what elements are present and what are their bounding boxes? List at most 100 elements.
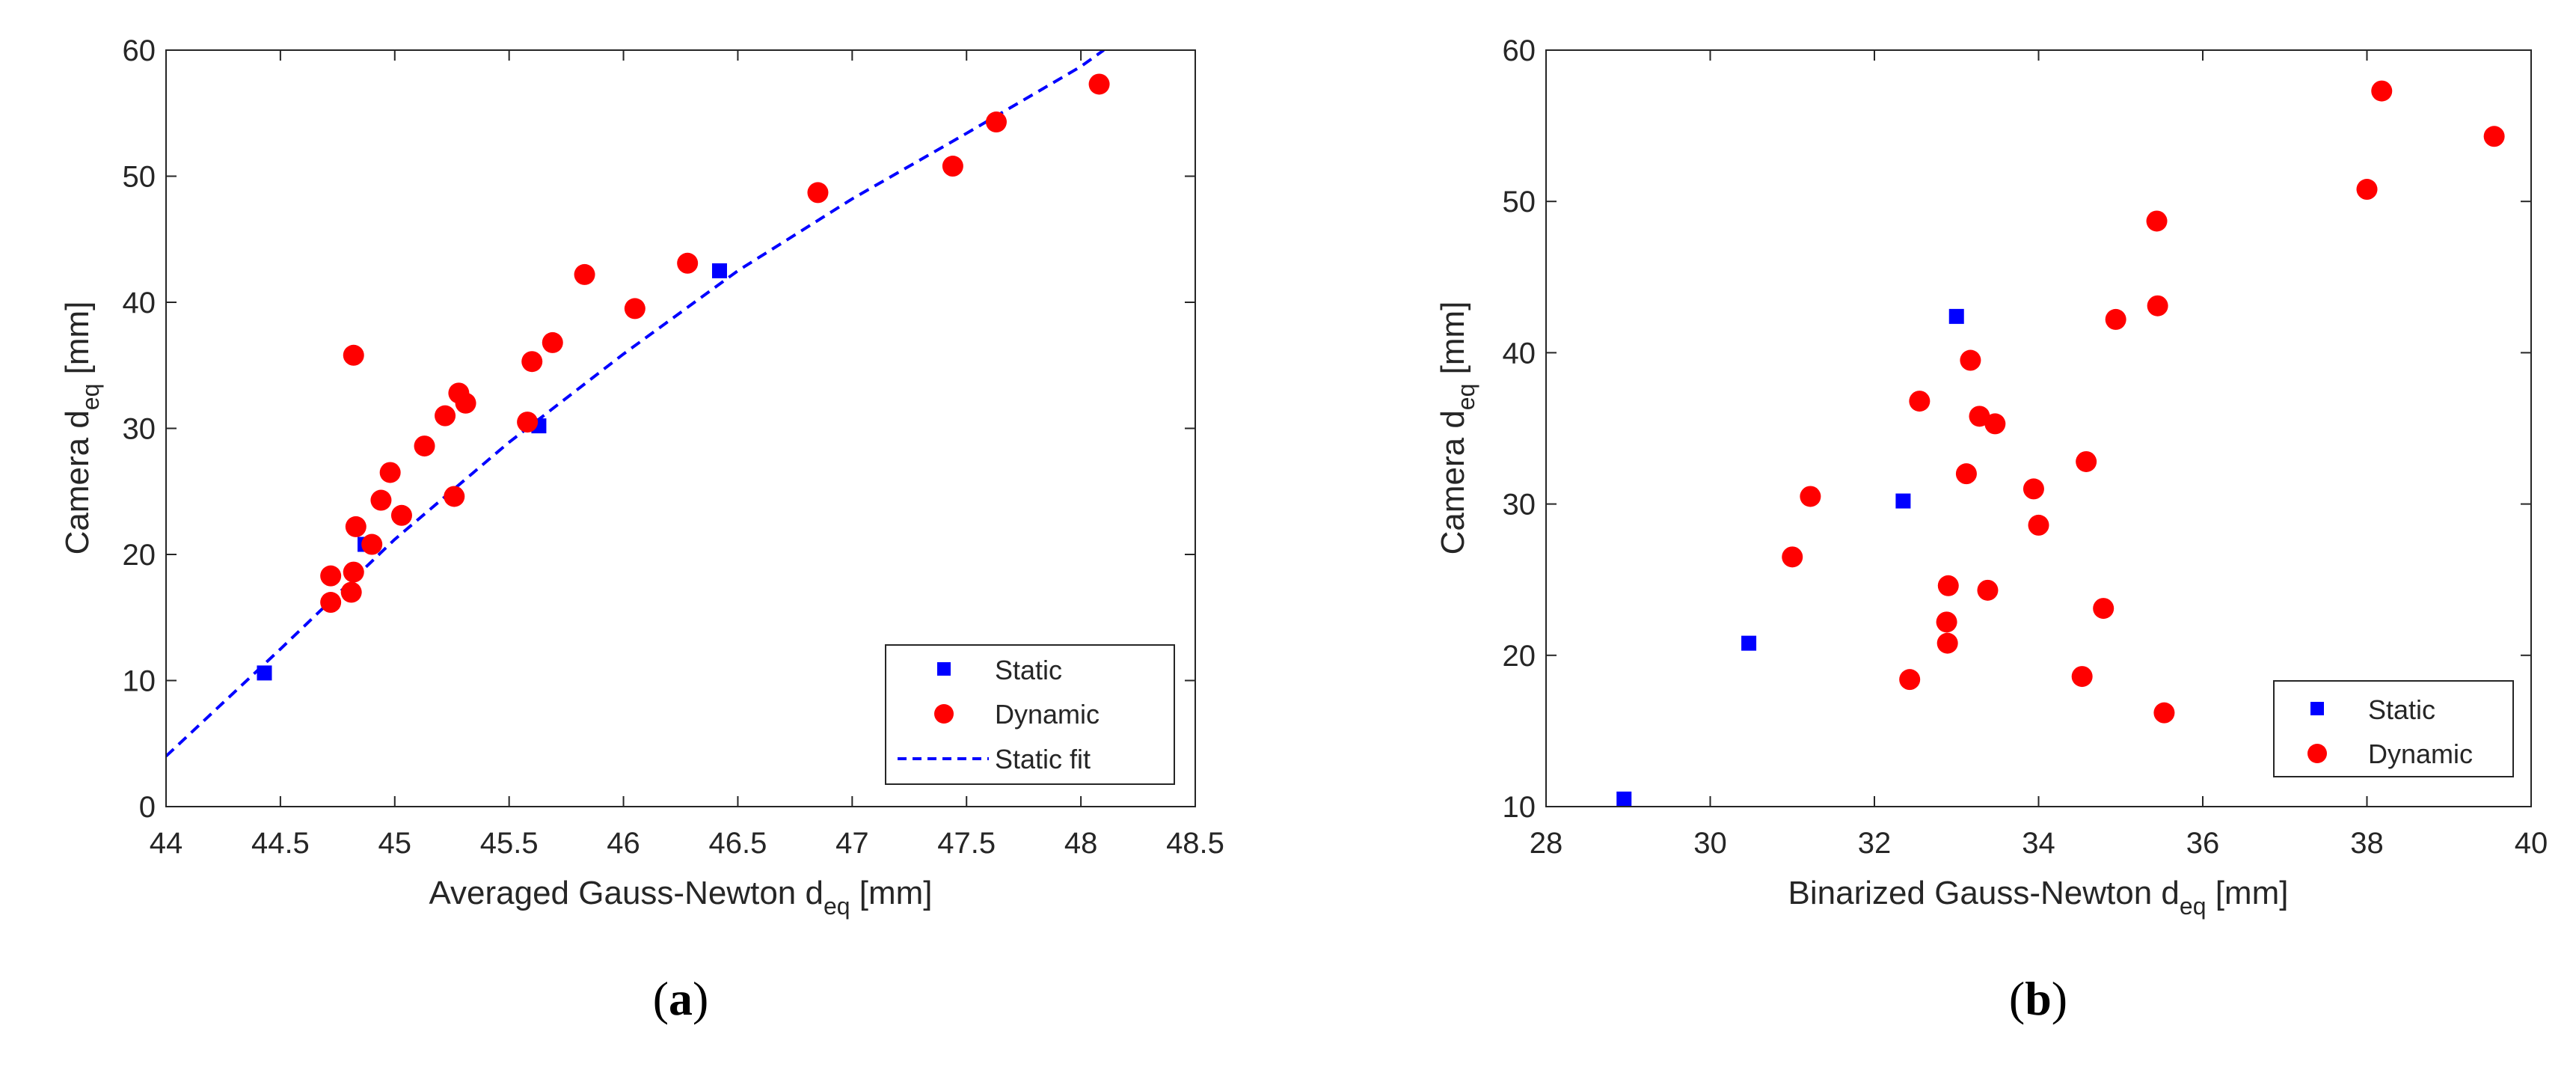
chart-a-y-axis-label: Camera deq [mm] <box>59 302 104 555</box>
chart-b-y-axis-label-sub: eq <box>1453 384 1479 411</box>
chart-a-dynamic-point <box>345 516 367 537</box>
chart-a-y-tick-label: 30 <box>123 413 156 446</box>
chart-b-dynamic-point <box>2483 126 2505 147</box>
chart-a-marks <box>166 50 1110 758</box>
chart-b-dynamic-point <box>1909 391 1931 412</box>
chart-a-dynamic-point <box>320 565 342 587</box>
chart-a-y-tick-label: 20 <box>123 539 156 572</box>
chart-a-dynamic-point <box>340 581 362 603</box>
panel-a-label-letter: a <box>669 972 693 1025</box>
chart-a-x-tick-label: 44.5 <box>251 827 310 860</box>
chart-b-dynamic-point <box>1955 463 1977 485</box>
chart-b-dynamic-point <box>1800 486 1821 507</box>
chart-a-dynamic-point <box>517 412 539 433</box>
chart-b-dynamic-point <box>1960 349 1981 371</box>
chart-b-y-axis-label: Camera deq [mm] <box>1435 302 1479 555</box>
chart-a-dynamic-point <box>574 263 595 285</box>
chart-a-dynamic-point <box>521 351 543 373</box>
chart-a-x-tick-label: 45.5 <box>480 827 539 860</box>
chart-a-static-point <box>257 665 272 681</box>
chart-b-static-point <box>1741 635 1757 651</box>
panel-b-label-open: ( <box>2009 972 2025 1025</box>
chart-a-dynamic-point <box>542 331 563 353</box>
chart-b-x-tick-label: 34 <box>2022 827 2055 860</box>
chart-a-dynamic-point <box>435 405 456 427</box>
chart-b-dynamic-point <box>2105 308 2126 330</box>
chart-panel-a: 44 44.5 45 45.5 46 46.5 47 47.5 48 48.5 0 10 20 30 40 5… <box>59 34 1224 1025</box>
chart-a-dynamic-point <box>677 252 699 274</box>
chart-a-legend-fit-label: Static fit <box>995 744 1091 774</box>
panel-b-label-letter: b <box>2025 972 2052 1025</box>
chart-a-legend-static-marker <box>937 662 951 676</box>
chart-panel-b: 28 30 32 34 36 38 40 10 20 30 40 50 60 Binarized Gau… <box>1435 34 2548 1025</box>
chart-b-dynamic-point <box>1984 413 2006 435</box>
chart-a-dynamic-point <box>444 486 465 507</box>
chart-b-x-tick-label: 40 <box>2515 827 2548 860</box>
chart-b-legend: Static Dynamic <box>2273 680 2514 777</box>
chart-b-x-tick-label: 32 <box>1858 827 1892 860</box>
chart-a-dynamic-point <box>390 504 412 526</box>
chart-a-legend-dynamic-marker <box>934 704 954 724</box>
chart-b-dynamic-point <box>1969 406 1990 427</box>
chart-b-dynamic-point <box>1937 575 1959 596</box>
chart-b-dynamic-point <box>2153 702 2175 724</box>
chart-a-x-tick-label: 47 <box>835 827 869 860</box>
chart-a-y-tick-label: 60 <box>123 34 156 67</box>
chart-a-static-fit-line <box>166 50 1105 758</box>
chart-b-dynamic-point <box>2023 478 2044 500</box>
panel-b-label-close: ) <box>2052 972 2067 1025</box>
chart-a-ticks: 44 44.5 45 45.5 46 46.5 47 47.5 48 48.5 0 10 20 30 40 5… <box>123 34 1224 860</box>
panel-a-label-open: ( <box>653 972 669 1025</box>
panel-a-label: (a) <box>653 972 709 1025</box>
chart-b-x-axis-label-unit: [mm] <box>2206 875 2288 911</box>
chart-a-dynamic-point <box>624 298 645 320</box>
chart-b-y-tick-label: 60 <box>1503 34 1536 67</box>
chart-a-legend-dynamic-label: Dynamic <box>995 699 1100 730</box>
chart-a-x-tick-label: 48.5 <box>1166 827 1224 860</box>
chart-b-dynamic-point <box>2146 210 2168 232</box>
chart-b-y-tick-label: 10 <box>1503 791 1536 824</box>
chart-b-dynamic-point <box>1899 669 1921 691</box>
chart-b-x-tick-label: 30 <box>1693 827 1727 860</box>
chart-a-x-tick-label: 46 <box>607 827 640 860</box>
chart-a-x-axis-label: Averaged Gauss-Newton deq [mm] <box>429 875 932 920</box>
chart-a-y-axis-label-unit: [mm] <box>59 302 96 384</box>
chart-a-y-tick-label: 0 <box>139 791 156 824</box>
chart-b-ticks: 28 30 32 34 36 38 40 10 20 30 40 50 60 <box>1503 34 2548 860</box>
chart-a-dynamic-point <box>370 489 392 511</box>
chart-a-x-axis-label-unit: [mm] <box>850 875 933 911</box>
chart-b-legend-dynamic-marker <box>2307 744 2327 763</box>
chart-a-y-tick-label: 40 <box>123 287 156 320</box>
chart-b-static-point <box>1948 308 1964 324</box>
chart-b-dynamic-point <box>2371 80 2393 102</box>
chart-a-y-tick-label: 10 <box>123 665 156 698</box>
panel-a-label-close: ) <box>693 972 708 1025</box>
chart-a-dynamic-point <box>455 392 476 414</box>
chart-b-dynamic-point <box>1936 611 1957 633</box>
chart-b-y-tick-label: 20 <box>1503 640 1536 673</box>
chart-b-x-axis-label: Binarized Gauss-Newton deq [mm] <box>1788 875 2289 920</box>
chart-a-x-tick-label: 48 <box>1064 827 1098 860</box>
chart-b-dynamic-point <box>2147 295 2168 317</box>
chart-b-x-tick-label: 38 <box>2350 827 2384 860</box>
chart-b-x-axis-label-main: Binarized Gauss-Newton d <box>1788 875 2180 911</box>
chart-b-x-axis-label-sub: eq <box>2180 893 2207 920</box>
chart-b-dynamic-point <box>2071 666 2093 688</box>
chart-a-dynamic-point <box>807 182 829 204</box>
chart-b-dynamic-point <box>2076 450 2097 472</box>
chart-b-dynamic-point <box>1782 546 1803 568</box>
chart-b-legend-static-label: Static <box>2368 694 2435 725</box>
chart-a-dynamic-point <box>414 435 435 457</box>
chart-b-y-axis-label-unit: [mm] <box>1435 302 1471 384</box>
chart-b-static-point <box>1616 791 1632 807</box>
chart-a-x-axis-label-sub: eq <box>824 893 850 920</box>
chart-a-dynamic-point <box>942 156 963 177</box>
chart-b-legend-dynamic-label: Dynamic <box>2368 739 2473 769</box>
chart-b-y-tick-label: 40 <box>1503 337 1536 370</box>
chart-a-x-tick-label: 45 <box>378 827 412 860</box>
chart-a-dynamic-point <box>379 462 401 483</box>
chart-a-x-axis-label-main: Averaged Gauss-Newton d <box>429 875 823 911</box>
chart-b-dynamic-point <box>2028 514 2049 536</box>
chart-a-x-tick-label: 47.5 <box>937 827 996 860</box>
